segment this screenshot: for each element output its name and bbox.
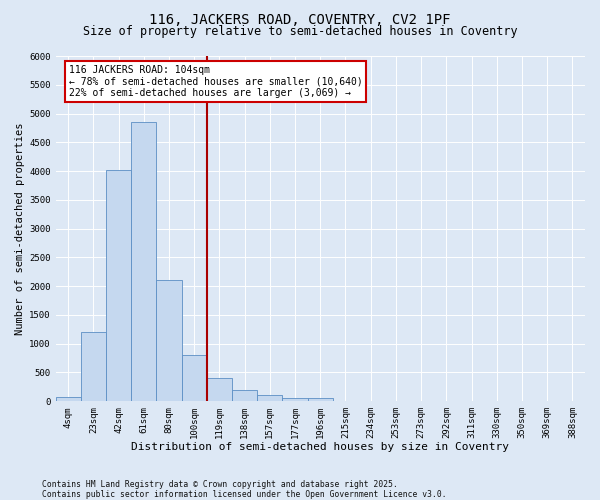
Text: Contains HM Land Registry data © Crown copyright and database right 2025.
Contai: Contains HM Land Registry data © Crown c…	[42, 480, 446, 499]
Y-axis label: Number of semi-detached properties: Number of semi-detached properties	[15, 122, 25, 335]
Text: 116, JACKERS ROAD, COVENTRY, CV2 1PF: 116, JACKERS ROAD, COVENTRY, CV2 1PF	[149, 12, 451, 26]
Bar	[232, 390, 257, 401]
Text: Size of property relative to semi-detached houses in Coventry: Size of property relative to semi-detach…	[83, 25, 517, 38]
Bar	[157, 280, 182, 401]
Bar	[56, 397, 81, 401]
Bar	[308, 398, 333, 401]
Bar	[81, 332, 106, 401]
Bar	[283, 398, 308, 401]
Bar	[106, 170, 131, 401]
Text: 116 JACKERS ROAD: 104sqm
← 78% of semi-detached houses are smaller (10,640)
22% : 116 JACKERS ROAD: 104sqm ← 78% of semi-d…	[68, 64, 362, 98]
Bar	[257, 395, 283, 401]
Bar	[182, 354, 207, 401]
X-axis label: Distribution of semi-detached houses by size in Coventry: Distribution of semi-detached houses by …	[131, 442, 509, 452]
Bar	[207, 378, 232, 401]
Bar	[131, 122, 157, 401]
